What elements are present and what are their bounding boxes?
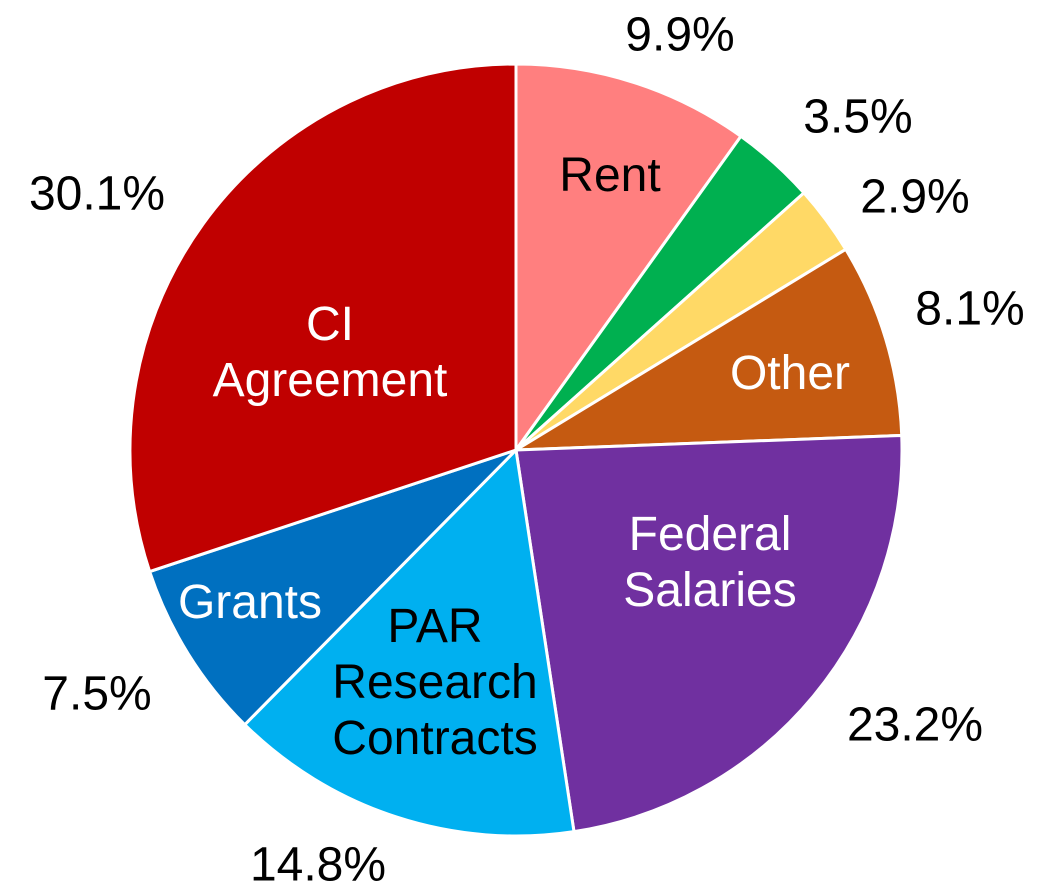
slice-label-line: Rent (559, 149, 660, 202)
slice-label: Grants (178, 576, 322, 629)
slice-label-line: CI (306, 298, 354, 351)
slice-label: CI Agreement (213, 298, 448, 407)
slice-label: Federal Salaries (623, 508, 796, 617)
slice-label-line: Research (332, 656, 537, 709)
pie-slice (514, 62, 744, 455)
slice-label-line: PAR (387, 600, 482, 653)
slice-label-line: Grants (178, 576, 322, 629)
value-label: 3.5% (803, 91, 912, 144)
slice-label: Other (730, 347, 850, 400)
value-label: 8.1% (915, 283, 1024, 336)
pie-slice (514, 433, 904, 834)
slice-label: PAR Research Contracts (332, 600, 537, 765)
value-label: 7.5% (42, 668, 151, 721)
slice-label-line: Federal (629, 508, 792, 561)
pie-slice (510, 247, 904, 452)
pie-slice (147, 448, 518, 727)
value-label: 2.9% (860, 171, 969, 224)
value-label: 23.2% (847, 699, 983, 752)
slice-label-line: Other (730, 347, 850, 400)
value-label: 14.8% (250, 839, 386, 892)
pie-slice (242, 446, 576, 838)
slice-label-line: Contracts (332, 712, 537, 765)
slice-label-line: Salaries (623, 564, 796, 617)
pie-slice (128, 62, 518, 574)
value-label: 30.1% (29, 168, 165, 221)
slice-label-line: Agreement (213, 354, 448, 407)
slice-label: Rent (559, 149, 660, 202)
value-label: 9.9% (625, 9, 734, 62)
